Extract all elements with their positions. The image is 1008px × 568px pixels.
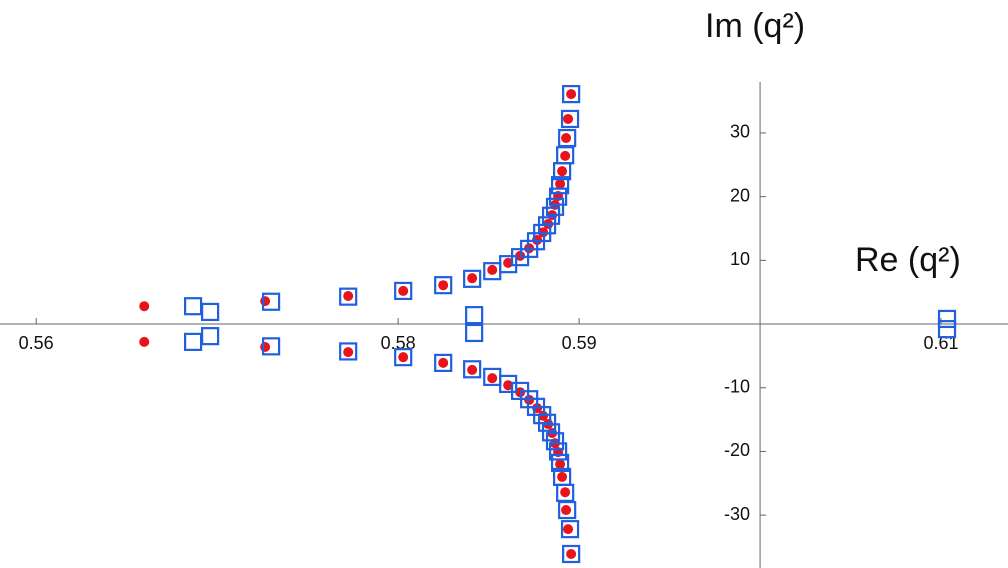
point	[343, 291, 354, 302]
point	[555, 459, 566, 470]
y-tick-label: 10	[730, 249, 750, 269]
point	[438, 280, 449, 291]
point	[551, 453, 570, 473]
point	[537, 413, 557, 432]
point	[183, 297, 203, 316]
point	[545, 432, 565, 451]
y-tick-label: -30	[724, 504, 750, 524]
point	[558, 128, 577, 148]
point	[201, 327, 220, 346]
point	[556, 483, 575, 502]
y-tick-label: -20	[724, 440, 750, 460]
point	[139, 301, 150, 312]
point	[558, 500, 577, 520]
x-tick-label: 0.58	[381, 333, 416, 353]
point	[398, 352, 409, 363]
point	[434, 353, 453, 372]
point	[557, 471, 568, 482]
point	[463, 269, 482, 288]
point	[560, 520, 580, 539]
point	[555, 178, 566, 189]
y-axis-title: Im (q²)	[705, 7, 805, 45]
point	[260, 296, 271, 307]
point	[557, 166, 568, 177]
y-tick-label: 20	[730, 185, 750, 205]
point	[562, 544, 581, 564]
point	[467, 273, 478, 284]
point	[503, 257, 514, 268]
point	[563, 113, 574, 124]
point	[556, 146, 575, 165]
point	[549, 187, 568, 206]
point	[343, 347, 354, 358]
point	[560, 109, 580, 129]
point	[201, 302, 220, 322]
point	[465, 323, 484, 343]
point	[937, 320, 957, 339]
point	[139, 336, 150, 347]
point	[551, 176, 570, 195]
point	[463, 360, 482, 379]
point	[563, 524, 574, 535]
x-tick-label: 0.59	[562, 333, 597, 353]
point	[398, 285, 409, 296]
point	[561, 133, 572, 144]
point	[465, 306, 484, 325]
point	[467, 364, 478, 375]
point	[545, 197, 565, 216]
point	[560, 487, 571, 498]
point	[394, 348, 413, 367]
point	[487, 373, 498, 384]
y-tick-label: 30	[730, 122, 750, 142]
point	[549, 442, 568, 461]
x-tick-label: 0.61	[924, 333, 959, 353]
point	[394, 281, 413, 301]
point	[937, 309, 957, 329]
point	[561, 505, 572, 516]
point	[566, 89, 577, 100]
point	[537, 216, 557, 235]
x-axis-title: Re (q²)	[855, 241, 961, 279]
point	[560, 150, 571, 161]
y-tick-label: -10	[724, 376, 750, 396]
point	[487, 264, 498, 275]
point	[183, 332, 203, 351]
point	[260, 341, 271, 352]
point	[339, 287, 358, 306]
point	[339, 342, 358, 361]
point	[566, 548, 577, 559]
point	[261, 292, 281, 311]
point	[261, 337, 281, 356]
x-tick-label: 0.56	[19, 333, 54, 353]
point	[434, 276, 453, 295]
point	[562, 85, 581, 104]
point	[438, 357, 449, 368]
point	[503, 380, 514, 391]
